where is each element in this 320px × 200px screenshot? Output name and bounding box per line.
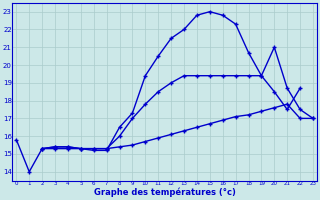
X-axis label: Graphe des températures (°c): Graphe des températures (°c) xyxy=(94,188,236,197)
